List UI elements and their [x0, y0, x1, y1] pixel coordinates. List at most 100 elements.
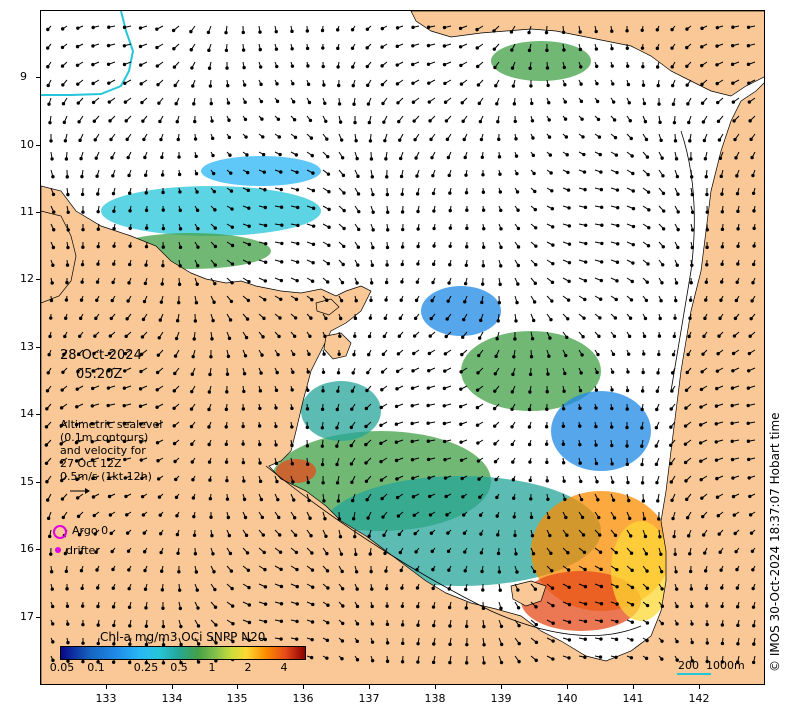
velocity-arrow-head [669, 480, 674, 484]
velocity-arrow-head [106, 439, 110, 443]
velocity-arrow-head [465, 208, 469, 212]
velocity-arrow-head [295, 602, 299, 606]
velocity-arrow-head [357, 209, 361, 214]
velocity-arrow-head [658, 535, 662, 539]
velocity-arrow-head [717, 138, 722, 142]
velocity-arrow-head [397, 119, 401, 124]
velocity-arrow-head [747, 81, 751, 85]
velocity-arrow-head [544, 442, 549, 446]
velocity-arrow-head [337, 83, 341, 88]
velocity-arrow-head [460, 476, 464, 481]
velocity-arrow-head [581, 334, 585, 339]
velocity-arrow-head [311, 261, 315, 265]
velocity-arrow-head [751, 262, 756, 267]
velocity-arrow-head [291, 480, 295, 484]
velocity-arrow-head [124, 494, 128, 499]
velocity-arrow-head [246, 298, 251, 303]
velocity-arrow-head [567, 224, 572, 228]
velocity-arrow-head [499, 264, 503, 268]
velocity-arrow-head [396, 101, 400, 105]
velocity-arrow-head [353, 316, 358, 321]
velocity-arrow-head [480, 569, 484, 574]
velocity-arrow-head [81, 227, 85, 232]
velocity-arrow-head [96, 623, 100, 627]
velocity-arrow-head [190, 66, 194, 70]
velocity-arrow-head [394, 458, 399, 463]
velocity-arrow-head [446, 549, 451, 554]
velocity-arrow-head [516, 208, 520, 212]
velocity-arrow-head [512, 355, 516, 359]
velocity-arrow-head [143, 587, 148, 591]
velocity-arrow-head [643, 316, 648, 321]
velocity-arrow-head [746, 386, 751, 390]
velocity-arrow-head [463, 300, 467, 304]
velocity-arrow-head [705, 228, 710, 232]
velocity-arrow-head [123, 457, 127, 462]
velocity-arrow-head [595, 480, 599, 484]
velocity-arrow-head [752, 226, 756, 231]
lat-tick [36, 279, 40, 280]
velocity-arrow-head [379, 405, 383, 410]
velocity-arrow-head [295, 637, 299, 641]
velocity-arrow-head [176, 551, 180, 555]
velocity-arrow-head [510, 66, 515, 70]
velocity-arrow-head [670, 83, 675, 88]
velocity-arrow-head [247, 603, 252, 607]
velocity-arrow-head [66, 210, 70, 214]
velocity-arrow-head [155, 27, 159, 31]
velocity-arrow-head [112, 209, 116, 213]
velocity-arrow-head [447, 587, 451, 591]
velocity-arrow-head [442, 421, 447, 426]
map-canvas[interactable] [41, 11, 765, 685]
velocity-arrow-head [628, 316, 633, 320]
velocity-arrow-head [175, 532, 180, 537]
velocity-arrow-head [79, 156, 83, 161]
velocity-arrow-head [275, 99, 280, 104]
velocity-arrow-head [447, 173, 451, 178]
velocity-arrow-head [531, 552, 536, 556]
velocity-arrow-head [66, 622, 70, 626]
velocity-arrow-head [243, 354, 248, 358]
velocity-arrow-head [63, 139, 68, 143]
velocity-arrow-head [646, 190, 651, 194]
velocity-arrow-head [144, 208, 149, 213]
velocity-arrow-head [172, 406, 176, 410]
velocity-arrow-head [364, 479, 369, 483]
velocity-arrow-head [339, 552, 344, 556]
velocity-arrow-head [141, 513, 146, 517]
velocity-arrow-head [247, 638, 252, 642]
velocity-arrow-head [657, 352, 661, 357]
lat-tick [36, 617, 40, 618]
velocity-arrow-head [128, 624, 132, 628]
velocity-arrow-head [258, 47, 262, 52]
colorbar-title: Chl-a mg/m3 OCi SNPP N20 [100, 630, 266, 644]
velocity-arrow-head [528, 66, 532, 70]
velocity-arrow-head [65, 587, 69, 591]
velocity-arrow-head [615, 567, 619, 572]
velocity-arrow-head [50, 604, 55, 609]
velocity-arrow-head [141, 119, 145, 123]
velocity-arrow-head [443, 476, 448, 480]
velocity-arrow-head [462, 317, 466, 322]
velocity-arrow-head [443, 100, 448, 104]
velocity-arrow-head [431, 605, 436, 609]
velocity-arrow-head [245, 170, 250, 175]
velocity-arrow-head [291, 82, 295, 86]
velocity-arrow-head [700, 63, 704, 68]
velocity-arrow-head [79, 568, 84, 573]
velocity-arrow-head [111, 660, 116, 664]
velocity-arrow-head [551, 657, 555, 661]
velocity-arrow-head [352, 102, 356, 106]
velocity-arrow-head [65, 263, 70, 267]
velocity-arrow-head [532, 171, 536, 176]
velocity-arrow-head [534, 262, 538, 267]
velocity-arrow-head [371, 210, 375, 214]
velocity-arrow-head [275, 82, 279, 86]
velocity-arrow-head [482, 624, 486, 629]
velocity-arrow-head [109, 316, 114, 321]
velocity-arrow-head [385, 263, 389, 267]
velocity-arrow-head [290, 388, 294, 392]
velocity-arrow-head [412, 351, 416, 356]
velocity-arrow-head [513, 337, 517, 341]
velocity-arrow-head [369, 157, 374, 161]
